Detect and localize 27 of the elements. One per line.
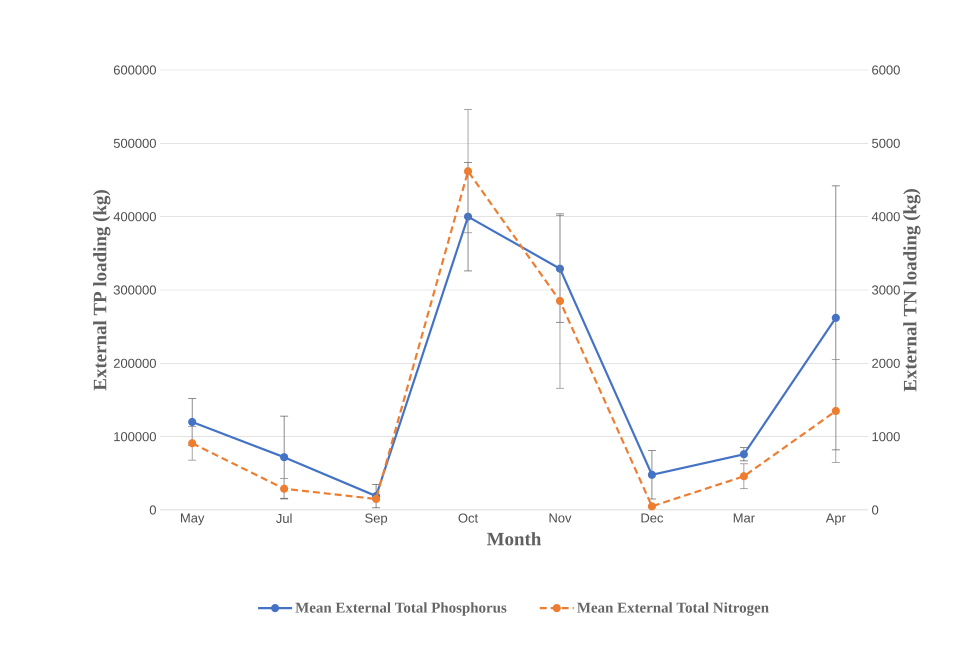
legend-label: Mean External Total Phosphorus	[295, 602, 506, 616]
y-axis-title: External TP loading (kg)	[93, 190, 110, 390]
x-axis-title: Month	[486, 532, 542, 546]
y2-tick-label: 4000	[872, 212, 900, 222]
x-tick-label: Oct	[458, 514, 478, 523]
x-tick-label: Jul	[276, 514, 292, 524]
x-tick-label: Nov	[550, 514, 572, 523]
y2-tick-label: 2000	[872, 358, 900, 368]
y-tick-label: 600000	[114, 65, 156, 75]
x-tick-label: Apr	[826, 514, 846, 526]
legend-label: Mean External Total Nitrogen	[577, 602, 769, 616]
y-tick-label: 400000	[114, 212, 156, 222]
y-tick-label: 100000	[114, 432, 156, 442]
x-tick-label: May	[181, 514, 204, 526]
y2-tick-label: 5000	[872, 138, 900, 148]
y2-tick-label: 6000	[872, 65, 900, 75]
y-tick-label: 0	[150, 505, 156, 515]
y2-tick-label: 1000	[872, 432, 900, 442]
y2-axis-title: External TN loading (kg)	[903, 189, 921, 392]
y-tick-label: 300000	[114, 285, 156, 295]
x-tick-label: Mar	[734, 514, 755, 523]
y2-tick-label: 3000	[872, 285, 900, 295]
x-tick-label: Sep	[365, 514, 388, 526]
y2-tick-label: 0	[872, 505, 878, 515]
y-tick-label: 500000	[114, 138, 156, 148]
x-tick-label: Dec	[641, 514, 664, 523]
y-tick-label: 200000	[114, 358, 156, 368]
